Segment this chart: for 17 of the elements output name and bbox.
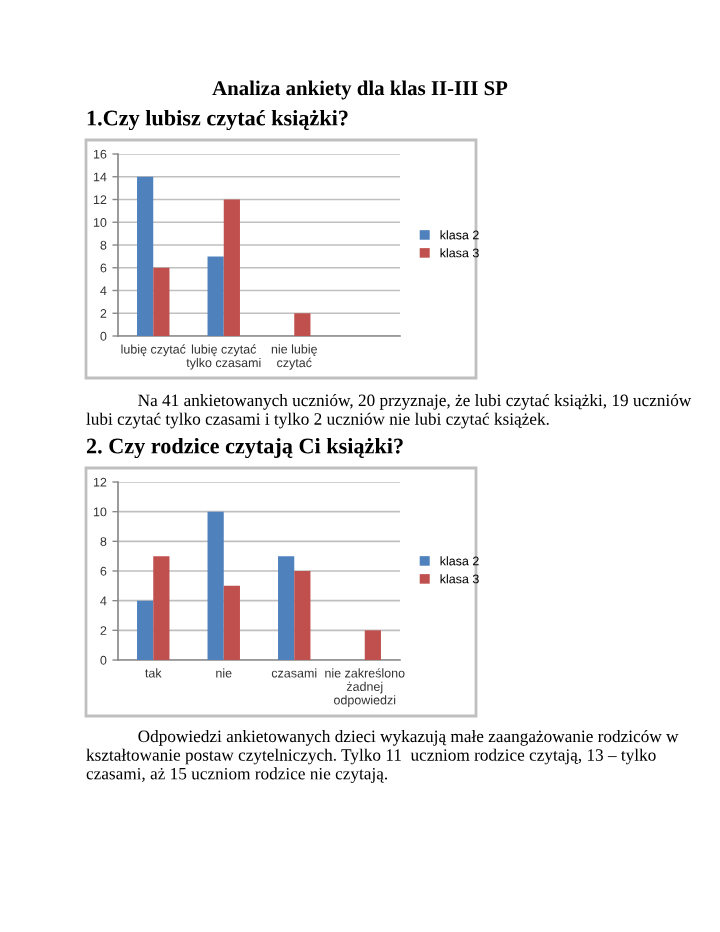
bar (153, 267, 170, 336)
bar (223, 199, 240, 336)
bar (207, 511, 224, 660)
chart-title: 2. Czy rodzice czytają Ci książki? (86, 437, 403, 459)
bar (137, 600, 154, 660)
text: Na 41 ankietowanych uczniów, 20 przyznaje, że lubi czytać książki, 19 uczniów lubi czytać tylko czasami i tylko 2 uczniów nie lubi czytać książek. (86, 394, 692, 429)
bar (294, 313, 311, 336)
bar (223, 585, 240, 660)
bar (294, 571, 311, 660)
bar (137, 176, 154, 336)
bar (278, 556, 295, 660)
bar (364, 630, 381, 660)
bar (153, 556, 170, 660)
text: Odpowiedzi ankietowanych dzieci wykazują małe zaangażowanie rodziców w kształtowanie postaw czytelniczych. Tylko 11 uczniom rodzice czytają, 13 – tylko czasami, aż 15 uczniom rodzice nie czytają. (86, 730, 679, 783)
chart-title: Analiza ankiety dla klas II-III SP (212, 80, 508, 100)
chart-subtitle: 1.Czy lubisz czytać książki? (87, 109, 348, 131)
bar (207, 256, 224, 336)
